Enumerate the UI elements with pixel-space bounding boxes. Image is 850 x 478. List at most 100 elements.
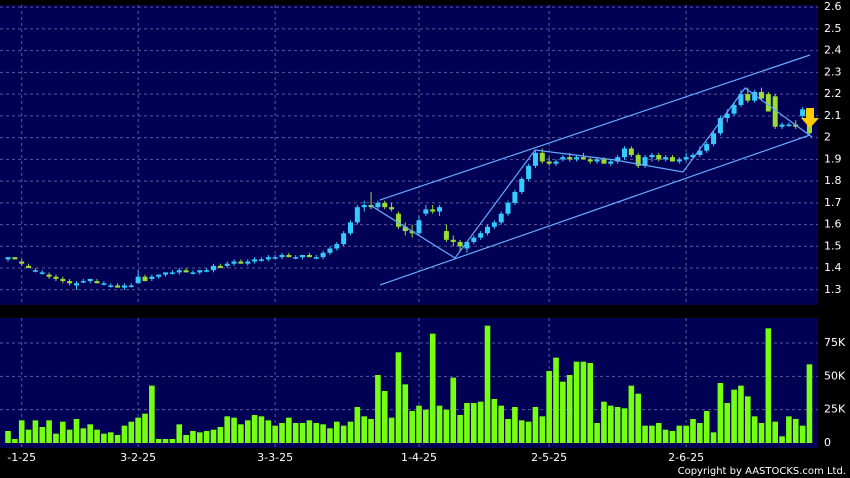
- volume-bar: [655, 423, 662, 443]
- y-tick-label: 1.4: [824, 261, 842, 274]
- volume-bar: [121, 425, 128, 443]
- volume-bar: [107, 432, 114, 443]
- candle-body: [642, 157, 648, 166]
- volume-bar: [190, 431, 196, 443]
- candle-body: [546, 161, 552, 164]
- candle-body: [115, 285, 121, 288]
- candle-body: [53, 276, 59, 279]
- volume-bar: [258, 416, 265, 443]
- candle-body: [101, 283, 107, 285]
- volume-bar: [546, 371, 552, 443]
- candle-body: [772, 96, 778, 127]
- y-tick-label: 1.8: [824, 174, 842, 187]
- candle-body: [752, 91, 758, 101]
- price-panel: [0, 5, 818, 305]
- candle-body: [108, 285, 114, 287]
- volume-bar: [388, 417, 395, 443]
- candle-body: [457, 241, 463, 247]
- volume-bar: [799, 425, 806, 443]
- volume-bar: [786, 416, 792, 443]
- volume-bar: [162, 439, 169, 443]
- volume-bar: [155, 439, 162, 443]
- volume-bar: [662, 429, 669, 443]
- volume-bar: [683, 425, 689, 443]
- volume-bar: [498, 405, 504, 443]
- x-tick-label: 3-2-25: [120, 451, 156, 464]
- candle-body: [149, 276, 155, 279]
- volume-bar: [724, 403, 731, 443]
- volume-bar: [580, 361, 587, 443]
- y-tick-label: 1.6: [824, 218, 842, 231]
- volume-bar: [690, 419, 696, 443]
- candle-body: [348, 222, 353, 234]
- candle-body: [87, 278, 93, 282]
- volume-bar: [135, 417, 141, 443]
- volume-bar: [354, 407, 361, 443]
- candle-body: [306, 255, 312, 258]
- volume-bar: [39, 427, 46, 443]
- candle-body: [39, 272, 45, 274]
- volume-bar: [265, 420, 272, 443]
- candle-body: [580, 157, 586, 160]
- volume-bar: [573, 361, 580, 443]
- candle-body: [80, 281, 86, 283]
- candle-body: [676, 159, 682, 162]
- volume-bar: [614, 407, 621, 443]
- volume-bar: [423, 409, 429, 443]
- candle-body: [354, 207, 360, 223]
- y2-tick-label: 75K: [824, 336, 846, 349]
- volume-bar: [224, 416, 230, 443]
- volume-bar: [628, 385, 635, 443]
- candle-body: [382, 202, 388, 208]
- volume-bar: [149, 385, 155, 443]
- candle-body: [717, 118, 723, 134]
- volume-bar: [710, 432, 717, 443]
- candle-body: [491, 222, 497, 227]
- volume-bar: [765, 328, 772, 443]
- volume-bar: [25, 429, 32, 443]
- candle-body: [12, 257, 18, 260]
- down-arrow: [801, 108, 819, 128]
- y-tick-label: 1.3: [824, 283, 842, 296]
- candle-body: [375, 202, 381, 208]
- volume-bar: [217, 427, 224, 443]
- candle-body: [437, 207, 443, 212]
- candle-body: [669, 157, 675, 162]
- volume-bar: [231, 417, 237, 443]
- volume-bar: [505, 419, 511, 443]
- volume-bar: [608, 405, 614, 443]
- x-tick-label: 2-6-25: [668, 451, 704, 464]
- candle-body: [615, 157, 621, 162]
- candle-body: [697, 150, 703, 155]
- candle-body: [128, 285, 134, 287]
- volume-bar: [334, 421, 340, 443]
- volume-bar: [402, 384, 409, 443]
- volume-bar: [553, 357, 559, 443]
- volume-bar: [477, 401, 484, 443]
- candle-body: [553, 161, 559, 164]
- volume-bar: [792, 419, 799, 443]
- candle-body: [649, 155, 655, 158]
- volume-bar: [416, 405, 422, 443]
- candle-body: [293, 257, 299, 259]
- candle-body: [190, 272, 196, 274]
- volume-bar: [443, 409, 450, 443]
- volume-bar: [779, 436, 785, 443]
- volume-bar: [395, 352, 402, 443]
- volume-bar: [738, 385, 744, 443]
- candle-body: [478, 233, 484, 238]
- candle-body: [622, 148, 627, 158]
- volume-bar: [292, 423, 299, 443]
- candle-body: [745, 94, 751, 101]
- volume-bar: [669, 431, 676, 443]
- candle-body: [300, 255, 306, 258]
- volume-bar: [703, 411, 710, 443]
- volume-bar: [142, 413, 148, 443]
- candle-body: [485, 226, 490, 234]
- volume-bar: [361, 416, 367, 443]
- volume-bar: [306, 420, 313, 443]
- volume-bar: [450, 377, 457, 443]
- volume-bar: [409, 411, 415, 443]
- volume-bar: [560, 381, 566, 443]
- volume-bar: [251, 415, 258, 443]
